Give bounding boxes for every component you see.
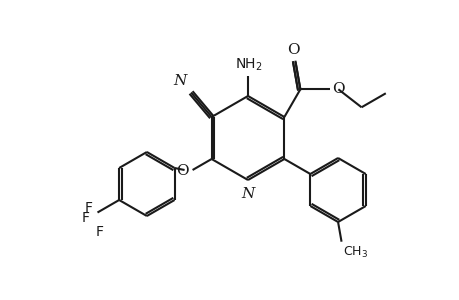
Text: N: N [174, 74, 187, 88]
Text: CH$_3$: CH$_3$ [342, 245, 367, 260]
Text: O: O [332, 82, 344, 96]
Text: NH$_2$: NH$_2$ [235, 57, 262, 73]
Text: N: N [241, 187, 254, 201]
Text: O: O [175, 164, 188, 178]
Text: F: F [95, 224, 103, 239]
Text: O: O [286, 43, 299, 57]
Text: F: F [81, 211, 90, 224]
Text: F: F [84, 200, 92, 214]
